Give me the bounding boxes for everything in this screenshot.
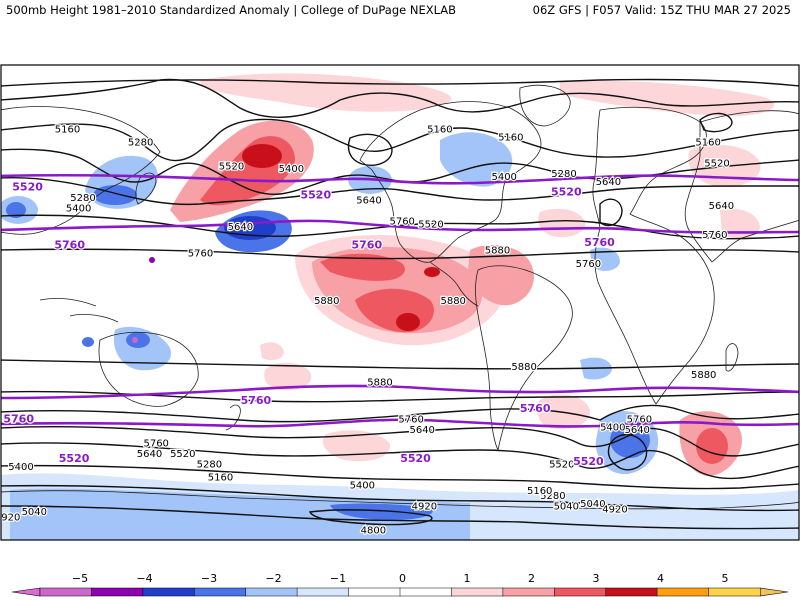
contour-label: 5880 [511, 362, 536, 373]
colorbar-tick-label: 1 [464, 572, 471, 585]
colorbar-swatch [451, 587, 504, 597]
contour-label: 5160 [695, 138, 720, 149]
contour-label: 5040 [580, 499, 605, 510]
colorbar-tick-label: −4 [136, 572, 152, 585]
pacific-feature-marker-2 [149, 257, 155, 263]
contour-label: 5160 [208, 473, 233, 484]
contour-label: 5760 [398, 415, 423, 426]
purple-contour-label: 5520 [573, 455, 604, 468]
contour-label: 5520 [219, 161, 244, 172]
contour-label: 5400 [491, 172, 516, 183]
contour-label: 4920 [602, 504, 627, 515]
contour-label: 5760 [702, 230, 727, 241]
contour-label: 5520 [418, 219, 443, 230]
contour-label: 5160 [527, 486, 552, 497]
contour-label: 5520 [704, 159, 729, 170]
contour-label: 5400 [279, 164, 304, 175]
contour-label: 5280 [70, 193, 95, 204]
contour-label: 5040 [554, 502, 579, 513]
contour-label: 5760 [188, 248, 213, 259]
contour-label: 5640 [624, 425, 649, 436]
purple-contour-label: 5520 [12, 180, 43, 193]
coastlines [1, 84, 799, 510]
colorbar-swatch [399, 587, 452, 597]
colorbar-tick-label: −5 [72, 572, 88, 585]
contour-label: 4920 [0, 512, 20, 523]
contour-label: 5160 [55, 124, 80, 135]
colorbar-tick-label: 5 [722, 572, 729, 585]
colorbar-right-arrow [759, 587, 789, 597]
contour-label: 4920 [412, 502, 437, 513]
colorbar-swatch [245, 587, 298, 597]
pacific-feature-marker [132, 337, 138, 343]
colorbar-tick-label: −2 [265, 572, 281, 585]
contour-label: 4800 [361, 525, 386, 536]
colorbar-tick-label: 3 [593, 572, 600, 585]
contour-label: 5640 [356, 196, 381, 207]
contour-label: 5400 [66, 204, 91, 215]
colorbar-swatch [656, 587, 710, 597]
map-border [0, 64, 800, 541]
contour-label: 5160 [427, 124, 452, 135]
colorbar: −5 −4 −3 −2 −1 0 1 2 3 4 5 [11, 572, 789, 597]
contour-label: 5400 [600, 423, 625, 434]
colorbar-swatch [348, 587, 401, 597]
purple-contour-label: 5760 [351, 238, 382, 251]
colorbar-tick-label: 4 [657, 572, 664, 585]
colorbar-tick-label: 0 [399, 572, 406, 585]
contour-label: 5640 [409, 425, 434, 436]
contour-label: 5400 [8, 462, 33, 473]
contour-label: 5760 [389, 217, 414, 228]
purple-contour-label: 5760 [520, 402, 551, 415]
contour-label: 5640 [137, 449, 162, 460]
colorbar-tick-label: −3 [201, 572, 217, 585]
contour-label: 5520 [549, 460, 574, 471]
map-title: 500mb Height 1981–2010 Standardized Anom… [6, 3, 457, 17]
purple-contours [1, 173, 799, 428]
contour-label: 5880 [367, 378, 392, 389]
contour-label: 5760 [576, 259, 601, 270]
contour-label: 5760 [143, 438, 168, 449]
purple-contour-label: 5520 [59, 452, 90, 465]
contour-label: 5040 [22, 507, 47, 518]
contour-label: 5280 [540, 491, 565, 502]
contour-label: 5760 [627, 415, 652, 426]
contour-label: 5280 [197, 460, 222, 471]
purple-contour-label: 5760 [241, 394, 272, 407]
colorbar-swatch [296, 587, 350, 597]
purple-contour-label: 5520 [400, 452, 431, 465]
colorbar-swatch [502, 587, 555, 597]
purple-contour-label: 5520 [300, 188, 331, 201]
contour-label: 5880 [314, 296, 339, 307]
colorbar-swatch [554, 587, 607, 597]
contour-label: 5880 [485, 246, 510, 257]
contour-label: 5400 [350, 481, 375, 492]
purple-contour-label: 5760 [584, 236, 615, 249]
contour-label: 5280 [551, 169, 576, 180]
colorbar-swatch [39, 587, 92, 597]
contour-label: 5640 [709, 201, 734, 212]
colorbar-swatch [708, 587, 761, 597]
colorbar-swatch [91, 587, 144, 597]
contour-label: 5520 [170, 449, 195, 460]
purple-contour-label: 5520 [551, 186, 582, 199]
purple-contour-label: 5760 [3, 413, 34, 426]
colorbar-left-arrow [11, 587, 41, 597]
contour-label: 5880 [691, 370, 716, 381]
colorbar-swatch [142, 587, 195, 597]
contour-label: 5280 [128, 138, 153, 149]
valid-time: 06Z GFS | F057 Valid: 15Z THU MAR 27 202… [532, 3, 791, 17]
contour-label: 5160 [498, 132, 523, 143]
colorbar-tick-label: −1 [330, 572, 346, 585]
purple-contour-label: 5760 [54, 238, 85, 251]
colorbar-swatch [605, 587, 658, 597]
contour-label: 5640 [596, 177, 621, 188]
colorbar-tick-label: 2 [528, 572, 535, 585]
contour-label: 5640 [228, 222, 253, 233]
contour-label: 5880 [440, 296, 465, 307]
colorbar-swatch [194, 587, 247, 597]
